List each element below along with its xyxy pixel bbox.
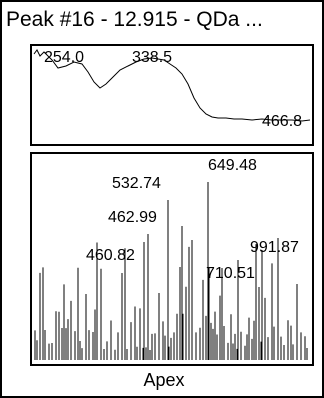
uv-spectrum-trace [33,49,311,122]
uv-peak-label: 466.8 [262,113,303,130]
uv-spectrum-panel: 254.0 338.5 466.8 [30,44,314,146]
mass-spectrum-plot [34,182,308,360]
ms-peak-label: 991.87 [250,239,299,256]
ms-peak-label: 462.99 [108,209,157,226]
ms-peak-label: 460.82 [86,247,135,264]
ms-peak-label: 649.48 [208,157,257,174]
ms-peak-label: 710.51 [206,265,255,282]
uv-peak-label: 254.0 [44,49,85,66]
ms-peak-label: 532.74 [112,175,161,192]
peak-title: Peak #16 - 12.915 - QDa ... [6,8,263,31]
mass-spectrum-panel: 649.48 532.74 462.99 460.82 991.87 710.5… [30,152,314,366]
uv-peak-label: 338.5 [132,49,173,66]
apex-label: Apex [143,370,185,390]
uv-spectrum-plot [33,49,311,122]
